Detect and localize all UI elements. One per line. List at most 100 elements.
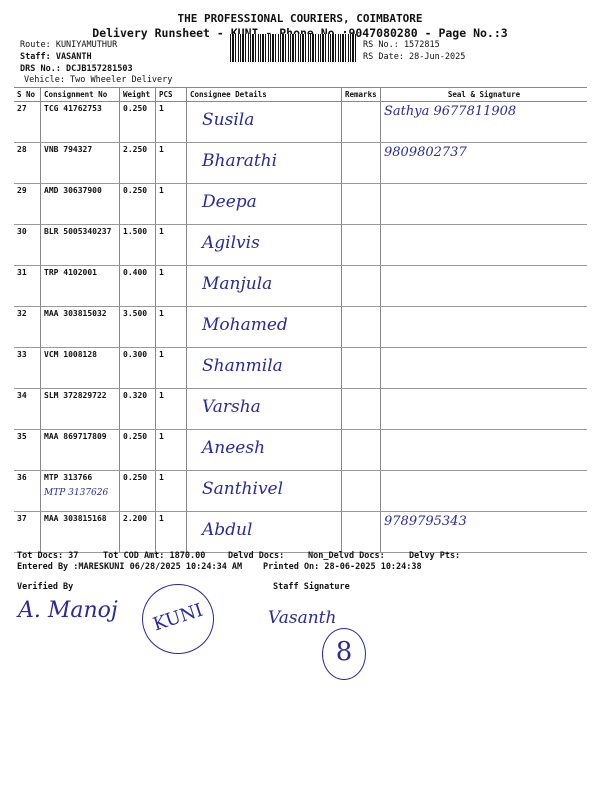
vehicle: Vehicle: Two Wheeler Delivery (24, 75, 173, 85)
weight-cell: 3.500 (119, 306, 156, 348)
seal-cell (380, 429, 587, 471)
seal-cell (380, 224, 587, 266)
consignee-cell: Mohamed (186, 306, 342, 348)
consignee-text: Manjula (202, 274, 273, 294)
pcs-cell: 1 (155, 347, 187, 389)
consignee-cell: Manjula (186, 265, 342, 307)
consignment-cell: MAA 303815168 (40, 511, 120, 553)
sno-text: 36 (17, 473, 27, 482)
pcs-cell: 1 (155, 224, 187, 266)
remarks-cell (341, 183, 381, 225)
circled-number: 8 (322, 628, 366, 680)
pcs-text: 1 (159, 391, 164, 400)
consignment-text: BLR 5005340237 (44, 227, 112, 236)
pcs-text: 1 (159, 514, 164, 523)
consignee-text: Agilvis (202, 233, 260, 253)
consignee-cell: Deepa (186, 183, 342, 225)
consignee-cell: Bharathi (186, 142, 342, 184)
consignment-cell: MAA 869717809 (40, 429, 120, 471)
drs-no: DRS No.: DCJB157281503 (20, 64, 133, 74)
col-consignee: Consignee Details (186, 87, 342, 102)
tot-docs: Tot Docs: 37 (17, 551, 79, 561)
table-row: 30 BLR 5005340237 1.500 1 Agilvis (14, 224, 587, 266)
staff: Staff: VASANTH (20, 52, 92, 62)
weight-cell: 0.250 (119, 429, 156, 471)
consignee-cell: Santhivel (186, 470, 342, 512)
delvy-pts: Delvy Pts: (409, 551, 461, 561)
company-title: THE PROFESSIONAL COURIERS, COIMBATORE (177, 12, 423, 25)
sno-text: 37 (17, 514, 27, 523)
weight-text: 0.300 (123, 350, 148, 359)
table-row: 34 SLM 372829722 0.320 1 Varsha (14, 388, 587, 430)
staff-handwritten-signature: Vasanth (268, 608, 337, 628)
sno-text: 35 (17, 432, 27, 441)
remarks-cell (341, 101, 381, 143)
consignment-cell: SLM 372829722 (40, 388, 120, 430)
col-seal: Seal & Signature (380, 87, 587, 102)
sno-text: 30 (17, 227, 27, 236)
consignment-cell: BLR 5005340237 (40, 224, 120, 266)
sno-text: 32 (17, 309, 27, 318)
remarks-cell (341, 511, 381, 553)
consignee-text: Mohamed (202, 315, 288, 335)
sno-cell: 33 (14, 347, 41, 389)
pcs-text: 1 (159, 145, 164, 154)
sno-text: 27 (17, 104, 27, 113)
weight-text: 2.200 (123, 514, 148, 523)
seal-text: 9809802737 (384, 145, 467, 160)
consignment-text: AMD 30637900 (44, 186, 102, 195)
consignment-text: SLM 372829722 (44, 391, 107, 400)
pcs-cell: 1 (155, 183, 187, 225)
seal-cell: Sathya 9677811908 (380, 101, 587, 143)
sno-cell: 36 (14, 470, 41, 512)
remarks-cell (341, 224, 381, 266)
consignment-text: MTP 313766 (44, 473, 93, 482)
consignment-text: VNB 794327 (44, 145, 93, 154)
col-weight: Weight (119, 87, 156, 102)
col-remarks: Remarks (341, 87, 381, 102)
pcs-text: 1 (159, 350, 164, 359)
consignment-cell: AMD 30637900 (40, 183, 120, 225)
sno-cell: 34 (14, 388, 41, 430)
pcs-cell: 1 (155, 388, 187, 430)
remarks-cell (341, 265, 381, 307)
remarks-cell (341, 470, 381, 512)
remarks-cell (341, 429, 381, 471)
weight-text: 0.250 (123, 186, 148, 195)
consignee-text: Susila (202, 110, 255, 130)
seal-cell: 9809802737 (380, 142, 587, 184)
pcs-cell: 1 (155, 429, 187, 471)
pcs-text: 1 (159, 432, 164, 441)
sno-cell: 30 (14, 224, 41, 266)
table-row: 29 AMD 30637900 0.250 1 Deepa (14, 183, 587, 225)
seal-cell (380, 470, 587, 512)
pcs-text: 1 (159, 186, 164, 195)
table-row: 33 VCM 1008128 0.300 1 Shanmila (14, 347, 587, 389)
table-row: 35 MAA 869717809 0.250 1 Aneesh (14, 429, 587, 471)
col-sno: S No (14, 87, 41, 102)
sno-cell: 28 (14, 142, 41, 184)
staff-signature-label: Staff Signature (273, 582, 350, 592)
consignment-cell: VNB 794327 (40, 142, 120, 184)
consignee-cell: Varsha (186, 388, 342, 430)
pcs-text: 1 (159, 227, 164, 236)
col-pcs: PCS (155, 87, 187, 102)
consignee-cell: Abdul (186, 511, 342, 553)
weight-cell: 0.250 (119, 101, 156, 143)
pcs-text: 1 (159, 309, 164, 318)
sno-cell: 31 (14, 265, 41, 307)
table-header: S No Consignment No Weight PCS Consignee… (14, 87, 587, 102)
sno-cell: 35 (14, 429, 41, 471)
remarks-cell (341, 388, 381, 430)
verified-by-label: Verified By (17, 582, 74, 592)
seal-cell (380, 306, 587, 348)
consignment-cell: MTP 313766 MTP 3137626 (40, 470, 120, 512)
table-row: 27 TCG 41762753 0.250 1 Susila Sathya 9677811… (14, 101, 587, 143)
route: Route: KUNIYAMUTHUR (20, 40, 118, 50)
pcs-cell: 1 (155, 306, 187, 348)
weight-text: 0.250 (123, 432, 148, 441)
table-row: 28 VNB 794327 2.250 1 Bharathi 9809802737 (14, 142, 587, 184)
sno-text: 33 (17, 350, 27, 359)
non-delvd-docs: Non_Delvd Docs: (308, 551, 385, 561)
delvd-docs: Delvd Docs: (228, 551, 285, 561)
